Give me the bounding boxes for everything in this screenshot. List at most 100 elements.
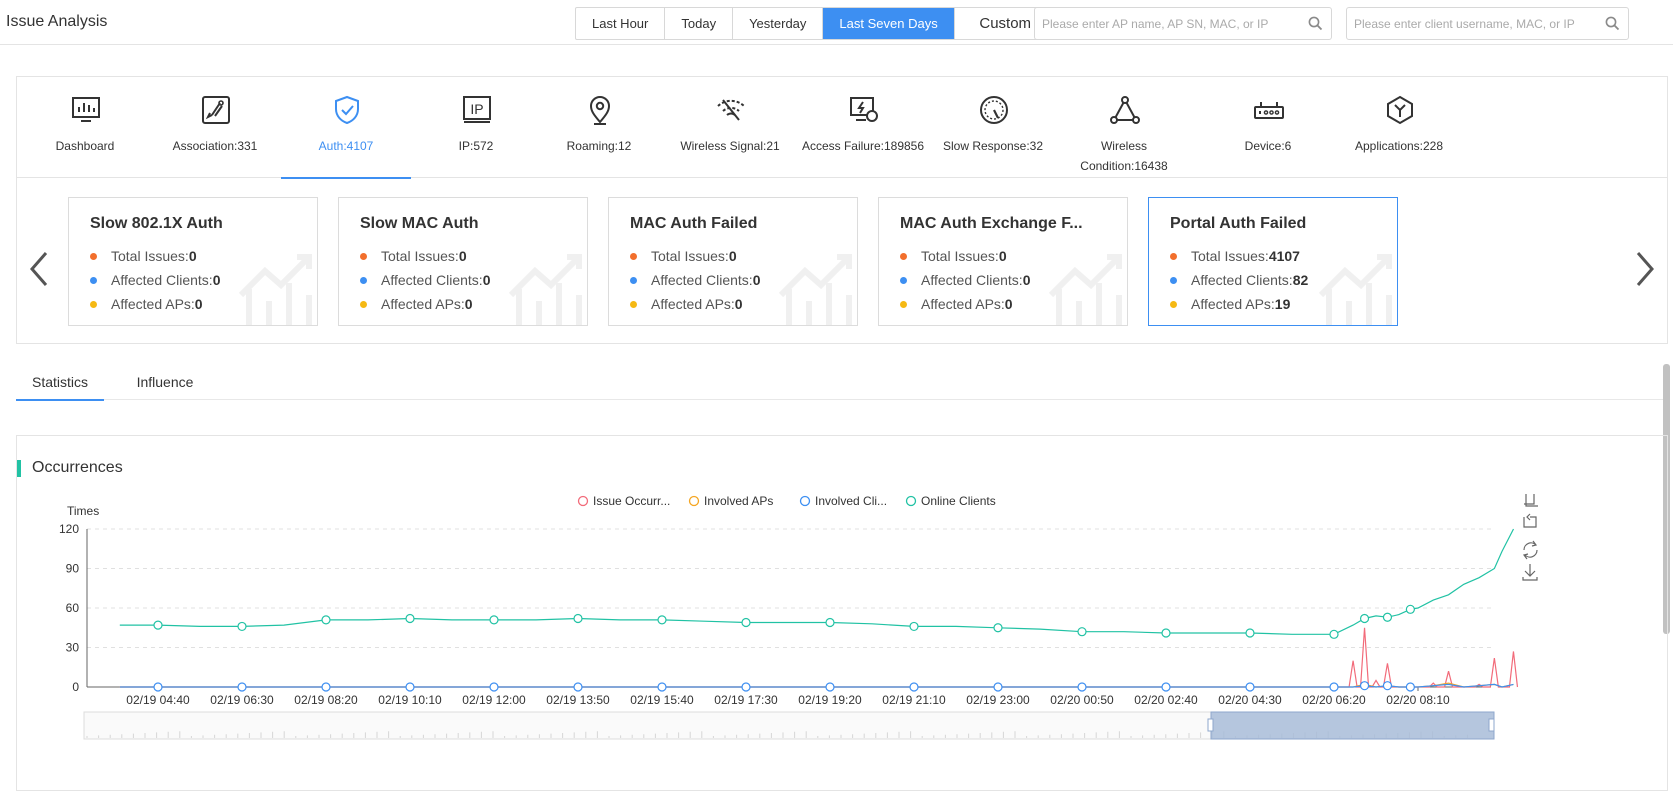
download-icon[interactable] — [1522, 564, 1538, 581]
data-point — [1161, 628, 1171, 638]
zoom-select-icon[interactable] — [1524, 494, 1538, 507]
time-last-seven-days-button[interactable]: Last Seven Days — [823, 8, 955, 39]
client-search-input[interactable] — [1347, 8, 1628, 39]
affected-aps-value: 19 — [1274, 296, 1291, 312]
search-icon[interactable] — [1308, 16, 1323, 31]
x-tick-label: 02/19 13:50 — [546, 693, 610, 707]
category-access-failure[interactable]: Access Failure:189856 — [798, 77, 928, 178]
series-line-online-clients — [119, 528, 1515, 635]
total-issues-value: 0 — [458, 248, 467, 264]
tab-statistics[interactable]: Statistics — [16, 364, 104, 401]
data-point — [909, 682, 919, 692]
section-accent-bar — [17, 460, 21, 477]
category-label: Slow Response:32 — [942, 139, 1044, 153]
data-point — [1405, 682, 1415, 692]
affected-clients-value: 0 — [482, 272, 491, 288]
category-slow-response[interactable]: Slow Response:32 — [928, 77, 1058, 178]
category-device[interactable]: Device:6 — [1203, 77, 1333, 178]
data-point — [237, 621, 247, 632]
occurrences-chart: 0 30 60 90 120 Times 02/19 04:40 02/19 06:30 02/… — [59, 494, 1538, 740]
time-last-hour-button[interactable]: Last Hour — [576, 8, 666, 39]
legend-item[interactable]: Online Clients — [905, 494, 996, 508]
category-auth[interactable]: Auth:4107 — [281, 77, 411, 179]
ap-search-input[interactable] — [1035, 8, 1331, 39]
category-label-line2: Condition:16438 — [1080, 159, 1168, 173]
y-tick-label: 30 — [66, 641, 80, 655]
total-issues-row: Total Issues:0 — [900, 248, 1007, 264]
yellow-dot-icon — [360, 300, 367, 308]
client-search-box — [1346, 7, 1629, 40]
chart-watermark-icon — [508, 254, 582, 325]
affected-aps-value: 0 — [1004, 296, 1013, 312]
data-zoom-handle-right[interactable] — [1488, 718, 1495, 732]
data-zoom-handle-left[interactable] — [1207, 718, 1214, 732]
affected-aps-label: Affected APs: — [381, 296, 465, 312]
category-label: Dashboard — [55, 139, 115, 153]
zoom-select-shape — [1524, 494, 1538, 507]
affected-aps-value: 0 — [464, 296, 473, 312]
total-issues-value: 0 — [188, 248, 197, 264]
zoom-reset-shape — [1523, 513, 1537, 528]
category-label: Applications:228 — [1354, 139, 1444, 153]
affected-aps-row: Affected APs:0 — [630, 296, 743, 312]
data-zoom-selection[interactable] — [1210, 711, 1495, 740]
category-association[interactable]: Association:331 — [150, 77, 280, 178]
page-scrollbar[interactable] — [1663, 364, 1670, 634]
refresh-icon[interactable] — [1522, 540, 1538, 560]
legend-label: Issue Occurr... — [593, 494, 670, 508]
issue-card-title: MAC Auth Exchange F... — [900, 215, 1083, 232]
yellow-dot-icon — [90, 300, 97, 308]
issue-card-slow-mac-auth[interactable]: Slow MAC Auth Total Issues:0 Affected Clie… — [338, 197, 588, 326]
legend-item[interactable]: Issue Occurr... — [577, 494, 671, 508]
y-tick-label: 120 — [59, 522, 79, 536]
issue-card-title: MAC Auth Failed — [630, 215, 758, 232]
time-today-button[interactable]: Today — [665, 8, 734, 39]
legend-item[interactable]: Involved APs — [688, 494, 774, 508]
category-dashboard[interactable]: Dashboard — [20, 77, 150, 178]
data-point — [1405, 604, 1415, 614]
issue-card-slow-802-1x-auth[interactable]: Slow 802.1X Auth Total Issues:0 Affected C… — [68, 197, 318, 326]
category-wireless-condition[interactable]: Wireless Condition:16438 — [1059, 77, 1189, 178]
prev-arrow-icon[interactable] — [27, 247, 51, 291]
zoom-reset-icon[interactable] — [1523, 513, 1537, 528]
blue-dot-icon — [360, 276, 367, 284]
time-custom-button[interactable]: Custom — [979, 15, 1032, 32]
yellow-dot-icon — [630, 300, 637, 308]
category-applications[interactable]: Applications:228 — [1334, 77, 1464, 178]
affected-clients-label: Affected Clients: — [651, 272, 753, 288]
tab-influence[interactable]: Influence — [136, 374, 194, 390]
series-line-involved-cli — [119, 683, 1514, 688]
issue-card-mac-auth-failed[interactable]: MAC Auth Failed Total Issues:0 Affected Cl… — [608, 197, 858, 326]
issue-card-mac-auth-exchange-f[interactable]: MAC Auth Exchange F... Total Issues:0 Affe… — [878, 197, 1128, 326]
association-icon — [202, 96, 230, 124]
affected-aps-row: Affected APs:0 — [900, 296, 1013, 312]
chart-watermark-icon — [778, 254, 852, 325]
data-point — [1245, 682, 1255, 692]
data-point — [1077, 682, 1087, 692]
legend-label: Involved Cli... — [815, 494, 887, 508]
y-axis-label: Times — [67, 504, 99, 518]
data-point — [1382, 612, 1393, 622]
issue-card-portal-auth-failed[interactable]: Portal Auth Failed Total Issues:4107 Affec… — [1148, 197, 1398, 326]
category-ip[interactable]: IP IP:572 — [411, 77, 541, 178]
data-point — [405, 613, 415, 624]
affected-clients-value: 0 — [212, 272, 221, 288]
category-roaming[interactable]: Roaming:12 — [534, 77, 664, 178]
y-tick-label: 0 — [72, 680, 79, 694]
yellow-dot-icon — [900, 300, 907, 308]
data-point — [573, 613, 583, 624]
time-range-selector: Last Hour Today Yesterday Last Seven Day… — [575, 7, 1057, 40]
data-point — [153, 682, 163, 692]
time-yesterday-button[interactable]: Yesterday — [733, 8, 824, 39]
legend-item[interactable]: Involved Cli... — [799, 494, 888, 508]
affected-clients-label: Affected Clients: — [381, 272, 483, 288]
category-wireless-signal[interactable]: Wireless Signal:21 — [665, 77, 795, 178]
chart-watermark-icon — [238, 254, 312, 325]
x-tick-label: 02/19 10:10 — [378, 693, 442, 707]
series-line-issue-occurr — [119, 627, 1519, 688]
legend-marker — [799, 495, 811, 507]
issue-card-title: Slow 802.1X Auth — [90, 215, 223, 232]
next-arrow-icon[interactable] — [1633, 247, 1657, 291]
legend-marker — [577, 495, 589, 507]
search-icon[interactable] — [1605, 16, 1620, 31]
